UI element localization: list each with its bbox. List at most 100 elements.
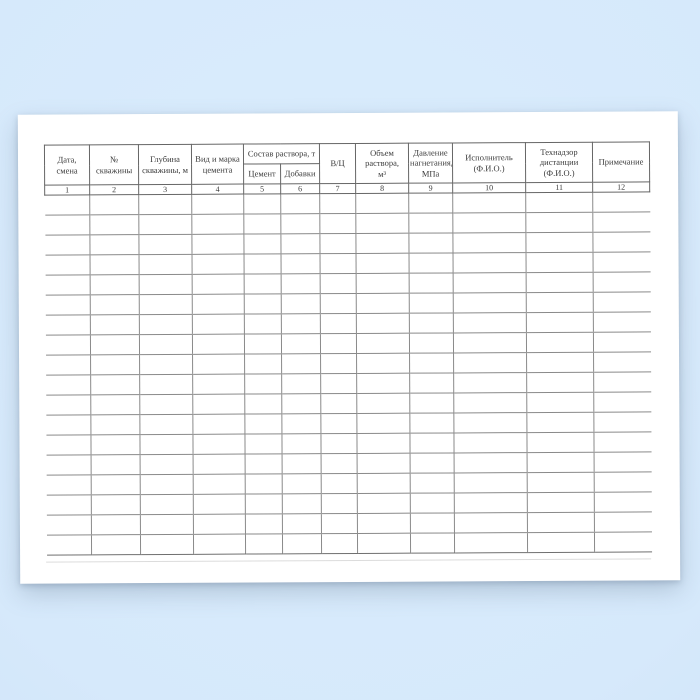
empty-cell bbox=[320, 393, 357, 414]
empty-cell bbox=[90, 374, 140, 395]
header-col-tech-supervision: Технадзор дистанции (Ф.И.О.) bbox=[525, 142, 593, 183]
empty-cell bbox=[356, 293, 410, 314]
header-group-solution-composition: Состав раствора, т bbox=[243, 143, 320, 165]
empty-cell bbox=[454, 512, 528, 533]
empty-cell bbox=[139, 254, 193, 275]
empty-cell bbox=[140, 514, 194, 535]
empty-cell bbox=[527, 472, 595, 493]
empty-cell bbox=[244, 353, 282, 375]
empty-cell bbox=[454, 452, 528, 473]
empty-cell bbox=[139, 334, 193, 355]
empty-cell bbox=[139, 434, 194, 455]
column-number: 10 bbox=[452, 182, 526, 193]
empty-cell bbox=[356, 273, 410, 294]
empty-cell bbox=[356, 393, 410, 414]
empty-cell bbox=[282, 493, 322, 514]
column-number: 7 bbox=[319, 183, 356, 194]
header-col-water-cement-ratio: В/Ц bbox=[319, 143, 356, 184]
empty-cell bbox=[526, 392, 594, 413]
empty-cell bbox=[90, 294, 140, 315]
empty-cell bbox=[320, 353, 357, 374]
empty-cell bbox=[139, 274, 193, 295]
empty-cell bbox=[453, 332, 527, 353]
empty-cell bbox=[139, 394, 193, 415]
empty-cell bbox=[281, 433, 322, 454]
column-number: 2 bbox=[89, 184, 139, 195]
empty-cell bbox=[91, 474, 141, 495]
empty-cell bbox=[89, 194, 139, 215]
empty-cell bbox=[46, 474, 92, 496]
empty-cell bbox=[319, 233, 357, 254]
empty-cell bbox=[45, 294, 91, 316]
empty-cell bbox=[89, 234, 140, 255]
empty-cell bbox=[356, 433, 411, 454]
empty-cell bbox=[281, 313, 321, 334]
empty-cell bbox=[409, 372, 454, 394]
empty-cell bbox=[356, 373, 410, 394]
empty-cell bbox=[453, 252, 527, 273]
empty-cell bbox=[45, 334, 91, 356]
empty-cell bbox=[453, 292, 527, 313]
empty-cell bbox=[409, 272, 454, 294]
empty-cell bbox=[357, 533, 411, 554]
empty-cell bbox=[320, 433, 358, 454]
empty-cell bbox=[357, 473, 411, 494]
column-number: 12 bbox=[592, 181, 650, 193]
empty-cell bbox=[192, 374, 245, 395]
empty-cell bbox=[244, 333, 282, 355]
empty-cell bbox=[193, 454, 246, 475]
table-body bbox=[44, 191, 652, 556]
empty-cell bbox=[281, 373, 321, 394]
column-number: 6 bbox=[280, 183, 320, 194]
empty-cell bbox=[319, 193, 356, 214]
empty-data-row bbox=[46, 531, 652, 556]
empty-cell bbox=[138, 214, 192, 235]
empty-cell bbox=[140, 494, 194, 515]
empty-cell bbox=[243, 213, 281, 235]
empty-cell bbox=[139, 354, 193, 375]
empty-cell bbox=[321, 513, 358, 534]
empty-cell bbox=[452, 232, 527, 253]
empty-cell bbox=[244, 253, 282, 275]
empty-cell bbox=[245, 513, 283, 535]
empty-cell bbox=[243, 233, 282, 255]
empty-cell bbox=[410, 532, 455, 554]
header-col-note: Примечание bbox=[592, 141, 650, 183]
empty-cell bbox=[91, 514, 141, 535]
empty-cell bbox=[245, 453, 283, 475]
empty-cell bbox=[90, 254, 140, 275]
empty-cell bbox=[46, 534, 92, 556]
empty-cell bbox=[320, 313, 357, 334]
empty-cell bbox=[192, 274, 245, 295]
empty-cell bbox=[409, 292, 454, 314]
empty-cell bbox=[410, 472, 455, 494]
empty-cell bbox=[245, 473, 283, 495]
empty-cell bbox=[280, 233, 321, 254]
empty-cell bbox=[282, 453, 322, 474]
empty-cell bbox=[453, 272, 527, 293]
table-bottom-shadow-line bbox=[46, 558, 652, 563]
empty-cell bbox=[245, 533, 283, 555]
empty-cell bbox=[355, 193, 409, 214]
empty-cell bbox=[89, 214, 139, 235]
empty-cell bbox=[593, 351, 651, 373]
empty-cell bbox=[409, 252, 454, 274]
empty-cell bbox=[526, 252, 594, 273]
empty-cell bbox=[140, 454, 194, 475]
empty-cell bbox=[356, 313, 410, 334]
empty-cell bbox=[526, 352, 594, 373]
empty-cell bbox=[526, 372, 594, 393]
empty-cell bbox=[90, 274, 140, 295]
header-col-injection-pressure: Давление нагнетания, МПа bbox=[408, 142, 453, 184]
empty-cell bbox=[44, 234, 91, 256]
empty-cell bbox=[281, 353, 321, 374]
empty-cell bbox=[410, 452, 455, 474]
empty-cell bbox=[527, 532, 595, 553]
empty-cell bbox=[45, 374, 91, 396]
column-number: 1 bbox=[44, 184, 90, 196]
empty-cell bbox=[192, 334, 245, 355]
empty-cell bbox=[320, 413, 357, 434]
empty-cell bbox=[45, 274, 91, 296]
empty-cell bbox=[45, 354, 91, 376]
empty-cell bbox=[90, 354, 140, 375]
